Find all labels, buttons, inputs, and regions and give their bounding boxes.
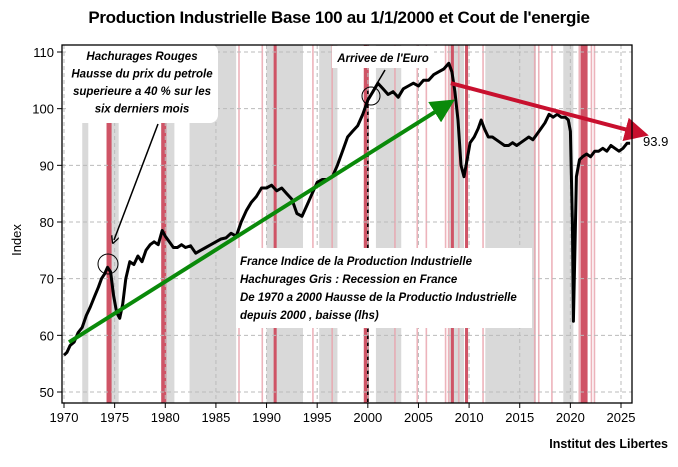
oil-shock-line — [261, 45, 264, 403]
y-tick-label: 70 — [40, 272, 54, 287]
oil-shock-band — [450, 45, 454, 403]
last-value-label: 93.9 — [643, 134, 668, 149]
y-tick-label: 100 — [32, 102, 54, 117]
oil-peak-circle — [97, 253, 119, 275]
euro-annotation-text: Arrivee de l'Euro — [336, 53, 429, 65]
chart-title: Production Industrielle Base 100 au 1/1/… — [88, 8, 590, 27]
oil-shock-band — [273, 45, 277, 403]
oil-shock-line — [416, 45, 419, 403]
euro-annotation-pointer — [371, 69, 386, 93]
x-tick-label: 2025 — [607, 410, 636, 425]
oil-shock-line — [590, 45, 593, 403]
oil-shock-line — [425, 45, 428, 403]
legend-annotation-line: Hachurages Gris : Recession en France — [240, 274, 458, 286]
oil-shock-line — [537, 45, 540, 403]
plot-frame — [61, 44, 633, 404]
oil-shock-line — [551, 45, 553, 403]
legend-annotation-box — [236, 248, 532, 328]
recession-band — [375, 45, 402, 403]
y-tick-label: 90 — [40, 158, 54, 173]
oil-shock-band — [580, 45, 588, 403]
x-tick-label: 1990 — [252, 410, 281, 425]
x-tick-label: 2015 — [505, 410, 534, 425]
y-tick-label: 50 — [40, 385, 54, 400]
source-label: Institut des Libertes — [549, 437, 668, 451]
recession-band — [266, 45, 304, 403]
x-tick-label: 2005 — [404, 410, 433, 425]
red-trend-arrow — [450, 81, 649, 141]
oil-annotation-box — [66, 44, 218, 123]
green-trend-arrow — [67, 99, 455, 344]
x-tick-label: 1975 — [100, 410, 129, 425]
x-tick-label: 1995 — [303, 410, 332, 425]
legend-annotation-line: depuis 2000 , baisse (lhs) — [240, 310, 379, 322]
y-axis-title: Index — [9, 224, 24, 256]
oil-shock-band — [106, 45, 112, 403]
legend-annotation-line: De 1970 a 2000 Hausse de la Productio In… — [240, 292, 517, 304]
oil-annotation-line: six derniers mois — [95, 104, 190, 116]
euro-circle — [361, 86, 381, 106]
x-tick-label: 2020 — [556, 410, 585, 425]
oil-shock-line — [457, 45, 460, 403]
oil-shock-line — [444, 45, 447, 403]
oil-annotation-line: Hachurages Rouges — [86, 51, 197, 63]
oil-annotation-line: superieure a 40 % sur les — [73, 86, 211, 98]
x-tick-label: 1985 — [201, 410, 230, 425]
oil-shock-line — [394, 45, 396, 403]
oil-shock-line — [331, 45, 333, 403]
oil-shock-line — [312, 45, 314, 403]
legend-annotation-line: France Indice de la Production Industrie… — [240, 256, 473, 268]
euro-annotation-box — [332, 46, 434, 68]
oil-shock-line — [633, 45, 635, 403]
oil-annotation-line: Hausse du prix du petrole — [71, 69, 213, 81]
oil-shock-line — [482, 45, 484, 403]
y-tick-label: 80 — [40, 215, 54, 230]
x-tick-label: 1980 — [151, 410, 180, 425]
oil-shock-line — [593, 45, 596, 403]
recession-band — [319, 45, 338, 403]
oil-shock-band — [161, 45, 167, 403]
oil-shock-band — [363, 45, 369, 403]
oil-shock-band — [465, 45, 469, 403]
oil-shock-line — [578, 45, 581, 403]
y-tick-label: 110 — [33, 45, 54, 60]
y-tick-label: 60 — [40, 328, 54, 343]
recession-band — [563, 45, 574, 403]
oil-shock-line — [447, 45, 450, 403]
recession-band — [82, 45, 89, 403]
series-line-production-industrielle — [62, 61, 631, 357]
x-tick-label: 2010 — [455, 410, 484, 425]
oil-annotation-pointer — [114, 123, 159, 240]
oil-shock-line — [533, 45, 536, 403]
x-tick-label: 2000 — [353, 410, 382, 425]
x-tick-label: 1970 — [50, 410, 79, 425]
